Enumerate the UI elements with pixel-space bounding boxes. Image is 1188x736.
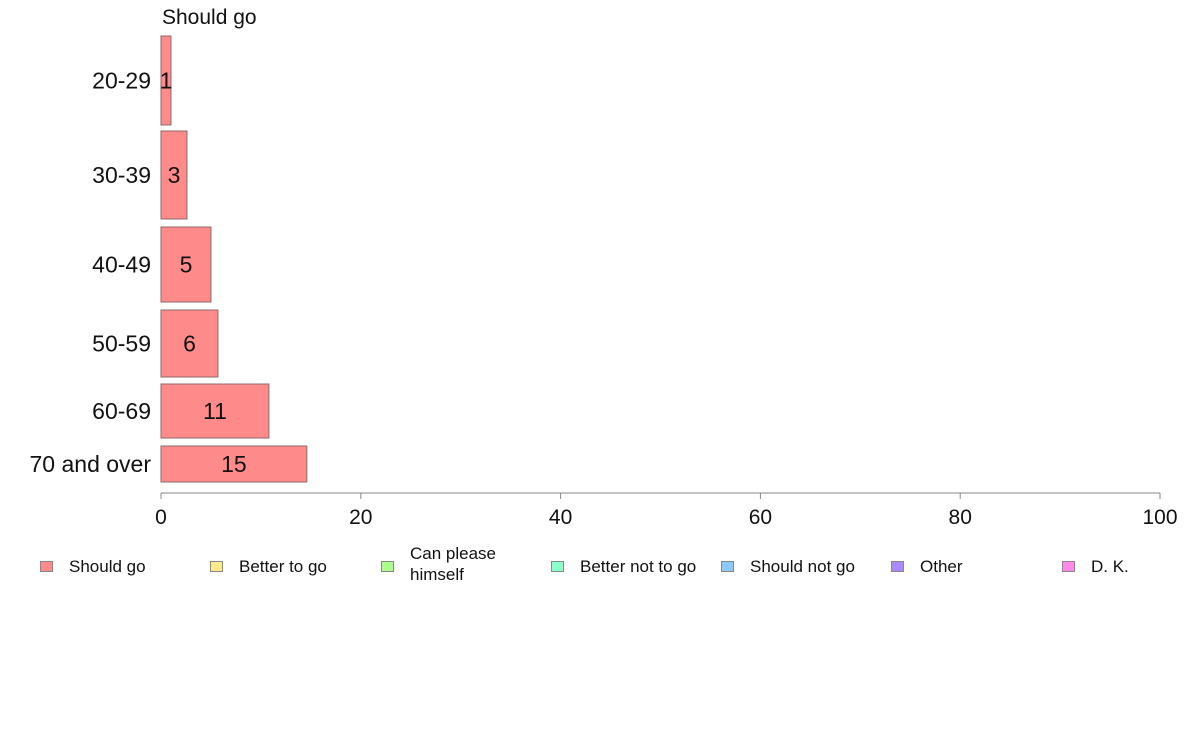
category-label: 50-59 [92, 331, 151, 357]
legend-swatch [721, 561, 734, 572]
x-tick-label: 100 [1142, 506, 1177, 529]
legend-label: Should go [69, 557, 146, 576]
bar-value-label: 1 [160, 68, 173, 94]
bars-group: 1 3 5 6 11 15 [160, 35, 308, 483]
legend-swatch [891, 561, 904, 572]
legend: Should go Better to go Can please himself B… [0, 540, 1188, 590]
bar-value-label: 11 [203, 398, 227, 424]
category-label: 20-29 [92, 68, 151, 94]
y-axis-labels: 20-29 30-39 40-49 50-59 60-69 70 and over [30, 68, 152, 478]
legend-item: D. K. [1062, 556, 1129, 577]
x-tick-label: 0 [155, 506, 167, 529]
x-tick-label: 20 [349, 506, 372, 529]
x-tick-label: 80 [949, 506, 972, 529]
bar-20-29 [160, 35, 172, 126]
legend-label: Better not to go [580, 557, 697, 576]
legend-swatch [1062, 561, 1075, 572]
legend-swatch [40, 561, 53, 572]
legend-swatch [381, 561, 394, 572]
legend-swatch [551, 561, 564, 572]
legend-item: Other [891, 556, 963, 577]
legend-item: Better not to go [551, 556, 696, 577]
bar-30-39 [160, 130, 188, 220]
legend-item: Should not go [721, 556, 855, 577]
category-label: 40-49 [92, 252, 151, 278]
legend-item: Better to go [210, 556, 327, 577]
x-tick-label: 40 [549, 506, 572, 529]
legend-label: Should not go [750, 557, 855, 576]
x-axis: 0 20 40 60 80 100 [155, 492, 1178, 529]
bar-value-label: 3 [168, 162, 181, 188]
bar-value-label: 15 [221, 451, 247, 477]
legend-item: Can please himself [381, 543, 510, 585]
legend-label: Other [920, 557, 963, 576]
bar-value-label: 5 [180, 252, 193, 278]
category-label: 70 and over [30, 451, 152, 477]
chart-title: Should go [162, 6, 257, 29]
bar-chart: Should go 1 3 5 6 11 15 0 20 40 60 80 100 20-29 30-… [30, 6, 1178, 529]
legend-label: Better to go [239, 557, 327, 576]
bar-50-59 [160, 309, 219, 378]
category-label: 30-39 [92, 162, 151, 188]
legend-swatch [210, 561, 223, 572]
legend-label: D. K. [1091, 557, 1129, 576]
bar-60-69 [160, 383, 270, 439]
bar-70-and-over [160, 445, 308, 483]
bar-value-label: 6 [183, 331, 196, 357]
category-label: 60-69 [92, 398, 151, 424]
bar-40-49 [160, 226, 212, 303]
x-tick-label: 60 [749, 506, 772, 529]
legend-label: Can please himself [410, 544, 497, 584]
legend-item: Should go [40, 556, 146, 577]
